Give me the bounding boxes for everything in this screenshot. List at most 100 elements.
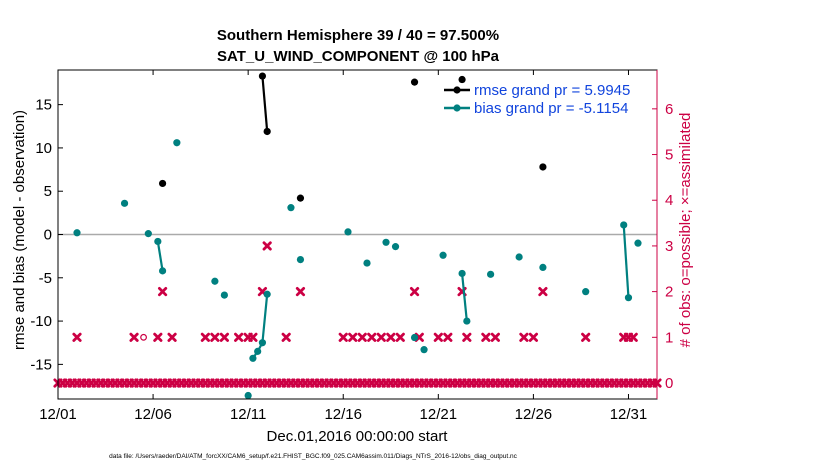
x-tick-label: 12/31 (610, 406, 648, 423)
obs-assimilated-marker (538, 287, 548, 297)
bias-point (382, 238, 390, 246)
rmse-line (261, 75, 269, 132)
bias-line (252, 294, 269, 359)
obs-possible-marker (140, 333, 147, 341)
rmse-point (263, 127, 271, 136)
bias-point (144, 230, 152, 238)
bias-point (158, 267, 167, 275)
bias-point (258, 339, 267, 347)
obs-assimilated-marker (481, 332, 491, 342)
y-tick-label: 5 (44, 183, 52, 200)
bias-point (173, 139, 181, 147)
rmse-point (539, 163, 547, 171)
obs-assimilated-marker (262, 241, 272, 251)
bias-point (420, 346, 428, 354)
data-file-footnote: data file: /Users/raeder/DAI/ATM_forcXX/… (109, 453, 518, 460)
bias-point (487, 270, 495, 278)
bias-point (263, 290, 271, 298)
x-axis-label: Dec.01,2016 00:00:00 start (267, 428, 449, 445)
bias-point (634, 239, 642, 247)
bias-point (458, 269, 466, 278)
obs-assimilated-marker (348, 332, 358, 342)
x-tick-label: 12/11 (230, 406, 266, 423)
obs-assimilated-marker (248, 332, 258, 342)
bias-point (391, 243, 400, 251)
bias-point (410, 333, 419, 342)
obs-assimilated-marker (581, 332, 591, 342)
obs-assimilated-marker (295, 287, 306, 297)
x-tick-label: 12/06 (134, 406, 172, 423)
obs-assimilated-marker (129, 332, 139, 342)
y-tick-label-right: 4 (665, 192, 673, 209)
y-tick-label: -10 (30, 313, 52, 330)
obs-assimilated-marker (338, 332, 348, 342)
bias-point (344, 228, 352, 236)
obs-assimilated-marker (167, 332, 177, 342)
obs-assimilated-marker (443, 332, 453, 342)
plot-area: 12/01 12/06 12/11 12/16 12/21 12/26 12/31 -15 -1… (30, 69, 673, 423)
obs-assimilated-marker (386, 332, 396, 342)
bias-point (515, 253, 523, 261)
obs-assimilated-marker (367, 332, 377, 342)
chart-title: Southern Hemisphere 39 / 40 = 97.500% (217, 27, 499, 44)
bias-point (287, 204, 295, 212)
obs-assimilated-marker (395, 332, 405, 342)
obs-assimilated-marker (157, 287, 168, 297)
obs-assimilated-marker (200, 332, 210, 342)
x-tick-label: 12/16 (324, 406, 362, 423)
bias-point (620, 221, 628, 229)
y-tick-label: 0 (44, 227, 52, 244)
bias-point (220, 291, 228, 299)
y-tick-label-right: 3 (665, 238, 673, 255)
bias-point (249, 354, 257, 362)
legend-rmse-label: rmse grand pr = 5.9945 (474, 82, 630, 99)
obs-assimilated-marker (72, 332, 82, 342)
obs-assimilated-marker (519, 332, 529, 342)
obs-assimilated-marker (433, 332, 443, 342)
obs-assimilated-marker (528, 332, 538, 342)
bias-point (463, 317, 471, 325)
bias-point (120, 199, 129, 207)
legend-rmse-marker (453, 86, 461, 94)
obs-assimilated-marker (234, 332, 244, 342)
rmse-point (458, 75, 466, 84)
y-tick-label-right: 1 (665, 329, 673, 346)
rmse-point (296, 194, 305, 202)
x-tick-label: 12/01 (39, 406, 77, 423)
y-tick-label: -15 (30, 356, 52, 373)
obs-assimilated-marker (462, 332, 472, 342)
bias-point (439, 251, 447, 259)
obs-assimilated-marker (490, 332, 500, 342)
y-tick-label: 10 (35, 140, 52, 157)
bias-point (154, 237, 162, 246)
obs-assimilated-marker (210, 332, 220, 342)
bias-point (73, 229, 81, 237)
bias-line (622, 224, 630, 298)
rmse-point (258, 72, 267, 80)
y-tick-label-right: 5 (665, 147, 673, 164)
obs-assimilated-marker (357, 332, 367, 342)
y-axis-label-right: # of obs: o=possible; ×=assimilated (677, 113, 694, 348)
bias-point (296, 256, 305, 264)
obs-assimilated-marker (409, 287, 420, 297)
legend-bias-label: bias grand pr = -5.1154 (474, 100, 628, 117)
rmse-point (410, 78, 419, 86)
y-tick-label-right: 0 (665, 375, 673, 392)
bias-line (460, 273, 468, 322)
y-axis-label: rmse and bias (model - observation) (11, 110, 28, 350)
legend-bias-marker (453, 104, 461, 112)
bias-point (539, 263, 547, 271)
x-tick-label: 12/26 (515, 406, 553, 423)
obs-assimilated-marker (281, 332, 291, 342)
y-tick-label-right: 2 (665, 284, 673, 301)
bias-point (363, 259, 371, 267)
y-tick-label: 15 (35, 97, 52, 114)
bias-point (244, 391, 252, 400)
bias-point (211, 277, 219, 285)
obs-assimilated-marker (153, 332, 163, 342)
bias-line (156, 241, 164, 272)
obs-assimilated-marker (628, 332, 638, 342)
bias-point (254, 347, 262, 355)
obs-assimilated-marker (376, 332, 386, 342)
